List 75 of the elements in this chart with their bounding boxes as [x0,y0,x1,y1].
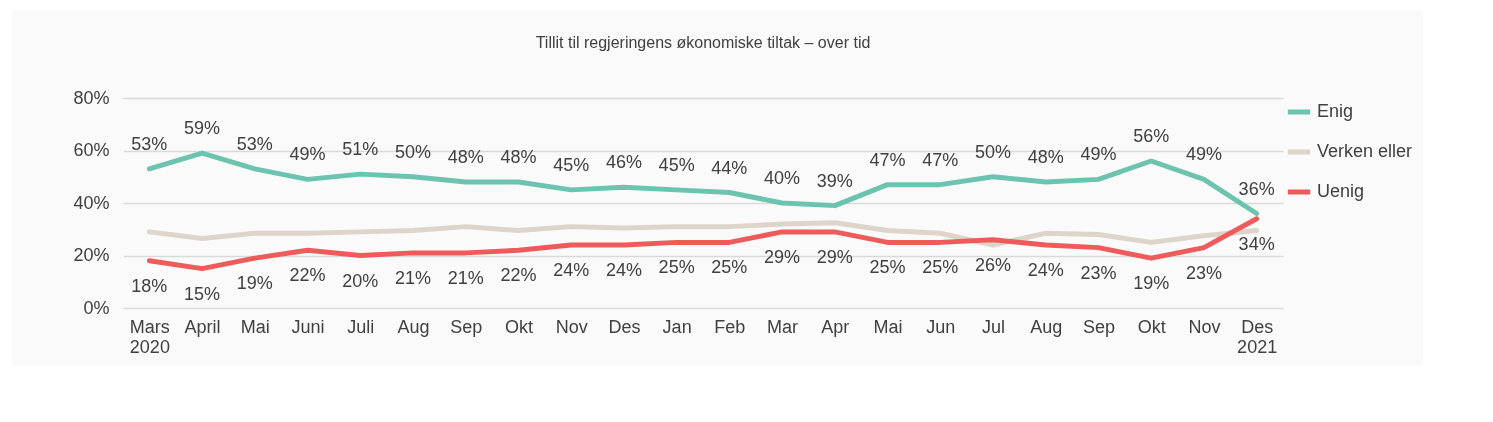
x-tick-label: Okt [1137,316,1166,337]
y-tick-label: 80% [73,87,110,108]
x-tick-label: Des [608,316,641,337]
data-label: 45% [553,154,590,175]
x-tick-label: Des 2021 [1237,316,1278,357]
data-label: 25% [658,257,695,278]
data-label: 53% [131,133,168,154]
data-label: 44% [711,157,748,178]
data-label: 22% [289,265,326,286]
data-label: 21% [394,267,432,288]
x-tick-label: Nov [555,316,588,337]
data-label: 20% [342,270,379,291]
x-tick-label: Jun [926,316,956,337]
data-label: 34% [1238,233,1275,254]
data-label: 36% [1238,178,1275,199]
legend-label: Uenig [1317,181,1365,201]
chart-title: Tillit til regjeringens økonomiske tiltak – over tid [535,34,871,51]
data-label: 56% [1133,126,1170,146]
data-label: 19% [1133,273,1170,294]
x-tick-label: Mar [767,316,799,337]
x-tick-label: Juni [291,316,325,337]
x-tick-label: Okt [504,316,533,337]
x-tick-label: Jul [981,316,1006,337]
data-label: 15% [184,283,221,304]
x-tick-label: Apr [821,316,850,337]
data-label: 51% [342,139,379,160]
data-label: 50% [974,141,1012,162]
x-tick-label: Jan [662,316,692,337]
data-label: 29% [764,246,801,267]
data-label: 49% [1185,144,1222,165]
data-label: 48% [447,147,484,167]
data-label: 19% [236,273,273,294]
data-label: 45% [658,154,695,175]
data-label: 48% [500,147,537,167]
x-tick-label: Feb [714,316,746,337]
data-label: 18% [131,275,168,296]
data-label: 25% [922,257,959,278]
data-label: 40% [764,168,801,188]
x-tick-label: Aug [1030,316,1063,337]
data-label: 59% [184,118,221,139]
y-tick-label: 20% [73,245,110,265]
y-tick-label: 60% [73,140,110,160]
legend-label: Verken eller [1317,141,1413,161]
x-tick-label: Mars 2020 [129,316,170,357]
data-label: 39% [816,170,853,191]
data-label: 50% [394,141,432,162]
legend-label: Enig [1317,101,1354,121]
data-label: 47% [869,149,906,170]
data-label: 23% [1185,262,1222,283]
data-label: 48% [1027,147,1064,167]
x-tick-label: Mai [873,316,903,337]
y-tick-label: 40% [73,192,110,213]
x-tick-label: April [184,316,221,337]
data-label: 49% [1080,144,1117,165]
data-label: 21% [447,267,484,288]
x-tick-label: Sep [1082,316,1115,337]
data-label: 25% [711,257,748,278]
data-label: 24% [605,260,642,280]
x-tick-label: Aug [397,316,430,337]
data-label: 26% [974,254,1012,275]
data-label: 53% [236,133,273,154]
x-tick-label: Juli [347,316,375,337]
data-label: 49% [289,144,326,165]
data-label: 47% [922,149,959,170]
data-label: 46% [605,152,642,173]
data-label: 24% [553,260,590,280]
data-label: 24% [1027,260,1064,280]
x-tick-label: Nov [1188,316,1221,337]
data-label: 25% [869,257,906,278]
data-label: 23% [1080,262,1117,283]
data-label: 29% [816,246,853,267]
y-tick-label: 0% [83,297,110,318]
x-tick-label: Mai [240,316,270,337]
data-label: 22% [500,265,537,286]
x-tick-label: Sep [450,316,483,337]
